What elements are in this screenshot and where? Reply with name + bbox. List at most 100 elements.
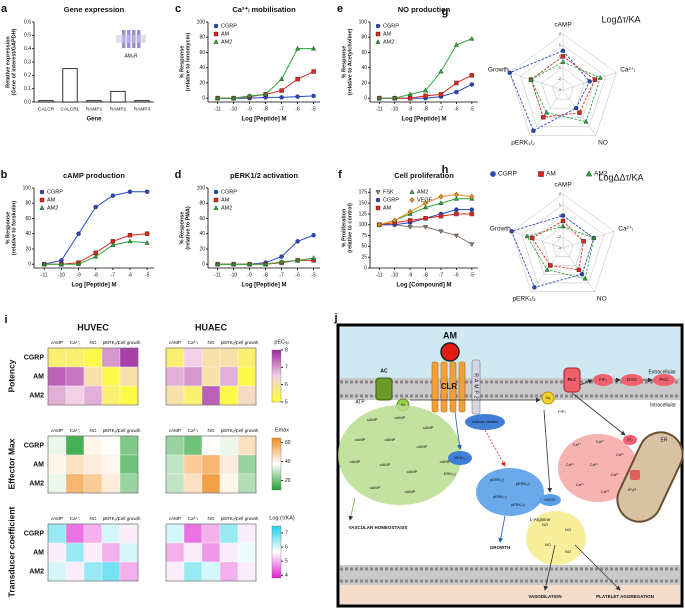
row-label: AM <box>33 549 44 556</box>
point <box>311 69 316 74</box>
column-label: pERK₁/₂ <box>103 428 120 433</box>
colorbar <box>271 437 282 491</box>
grid-ring <box>511 193 615 292</box>
group-label: Effector Max <box>6 438 16 489</box>
y-tick-label: 0.0 <box>24 99 31 105</box>
x-tick-label: -5 <box>145 272 150 278</box>
point <box>438 193 444 200</box>
point <box>576 267 582 273</box>
x-tick-label: -6 <box>295 272 300 278</box>
x-tick-label: -7 <box>279 106 284 112</box>
point <box>423 200 429 207</box>
legend-label: VEGF <box>417 197 433 203</box>
heat-cell <box>237 435 257 456</box>
chart-title: cAMP production <box>63 171 125 180</box>
legend-label: AM2 <box>383 39 394 45</box>
y-tick-label: 100 <box>23 185 32 191</box>
heat-cell <box>65 366 85 387</box>
legend-label: AM <box>546 171 556 178</box>
y-axis-label: % Proliferation <box>341 208 347 247</box>
heat-cell <box>219 366 239 387</box>
point <box>560 48 566 53</box>
point <box>560 223 566 229</box>
heat-cell <box>65 542 85 563</box>
point <box>376 95 382 100</box>
diagram-label: Ca²⁺ <box>611 472 620 477</box>
legend-marker <box>39 205 45 210</box>
heat-cell <box>65 347 85 368</box>
legend-marker <box>213 189 219 195</box>
heat-cell <box>101 366 121 387</box>
diagram-label: VASCULAR HOMEOSTASIS <box>349 525 408 530</box>
column-label: NO <box>208 516 215 521</box>
column-label: Ca²⁺ᵢ <box>70 516 81 521</box>
grid-ring <box>542 226 584 266</box>
colorbar-title: Emax <box>275 427 289 433</box>
series-polygon <box>509 50 591 132</box>
y-tick-label: 100 <box>197 19 206 25</box>
colorbar-tick-label: 4 <box>285 573 288 579</box>
point <box>524 233 530 239</box>
heat-cell <box>237 366 257 387</box>
point <box>532 285 537 290</box>
diagram-label: cAMP <box>395 415 406 420</box>
legend-label: AM2 <box>221 39 232 45</box>
panel-letter: a <box>1 3 8 15</box>
legend-marker <box>213 39 219 44</box>
grid-ring <box>541 67 585 109</box>
axis-label: pERK₁/₂ <box>512 296 536 303</box>
r-tick-label: 2 <box>559 32 561 36</box>
heat-cell <box>47 435 67 456</box>
legend-label: AM2 <box>47 205 58 211</box>
heat-cell <box>65 385 85 406</box>
y-tick-label: 0.5 <box>24 33 31 39</box>
point <box>528 76 534 82</box>
panel-letter: j <box>333 312 337 324</box>
heat-cell <box>119 385 139 406</box>
point <box>407 95 413 101</box>
legend-label: AM <box>221 197 230 203</box>
column-label: NO <box>208 428 215 433</box>
point <box>453 191 459 198</box>
y-tick-label: 0.3 <box>24 59 31 65</box>
r-tick-label: 1 <box>559 43 561 47</box>
legend-marker <box>490 171 496 177</box>
point <box>423 87 429 93</box>
panel-letter: b <box>1 169 8 181</box>
point <box>469 82 475 87</box>
y-tick-label: 80 <box>25 201 31 207</box>
series-polygon <box>530 61 601 123</box>
diagram-label: Ca²⁺ <box>590 462 599 467</box>
series-polygon <box>511 215 595 288</box>
r-tick-label: 0 <box>559 54 561 58</box>
point <box>311 93 316 99</box>
diagram-label: GROWTH <box>490 545 511 550</box>
diagram-label: cAMP <box>405 489 416 494</box>
heat-cell <box>165 454 185 475</box>
heat-cell <box>47 473 67 494</box>
x-tick-label: -9 <box>408 106 413 112</box>
grid-ring <box>552 78 574 100</box>
chart-title: Ca²⁺ᵢ mobilisation <box>232 5 296 14</box>
r-tick-label: 0 <box>559 214 561 218</box>
heat-cell <box>101 542 121 563</box>
y-tick-label: 75 <box>361 233 367 239</box>
r-tick-label: -3 <box>558 246 561 250</box>
point <box>469 73 475 78</box>
y-tick-label: 40 <box>361 65 367 71</box>
heat-cell <box>65 435 85 456</box>
heat-cell <box>83 366 103 387</box>
diagram-label: cAMP <box>417 444 428 449</box>
y-tick-label: 80 <box>199 201 205 207</box>
heat-cell <box>119 454 139 475</box>
column-label: Ca²⁺ᵢ <box>188 516 199 521</box>
point <box>295 76 300 82</box>
heat-cell <box>165 523 185 544</box>
panel-letter: d <box>175 169 182 181</box>
point <box>544 267 550 272</box>
point <box>263 261 269 266</box>
y-tick-label: 0 <box>364 265 367 271</box>
diagram-label: pERK₁/₂ <box>490 477 505 482</box>
legend-label: AM <box>383 31 392 37</box>
diagram-label: ATP <box>355 399 365 405</box>
